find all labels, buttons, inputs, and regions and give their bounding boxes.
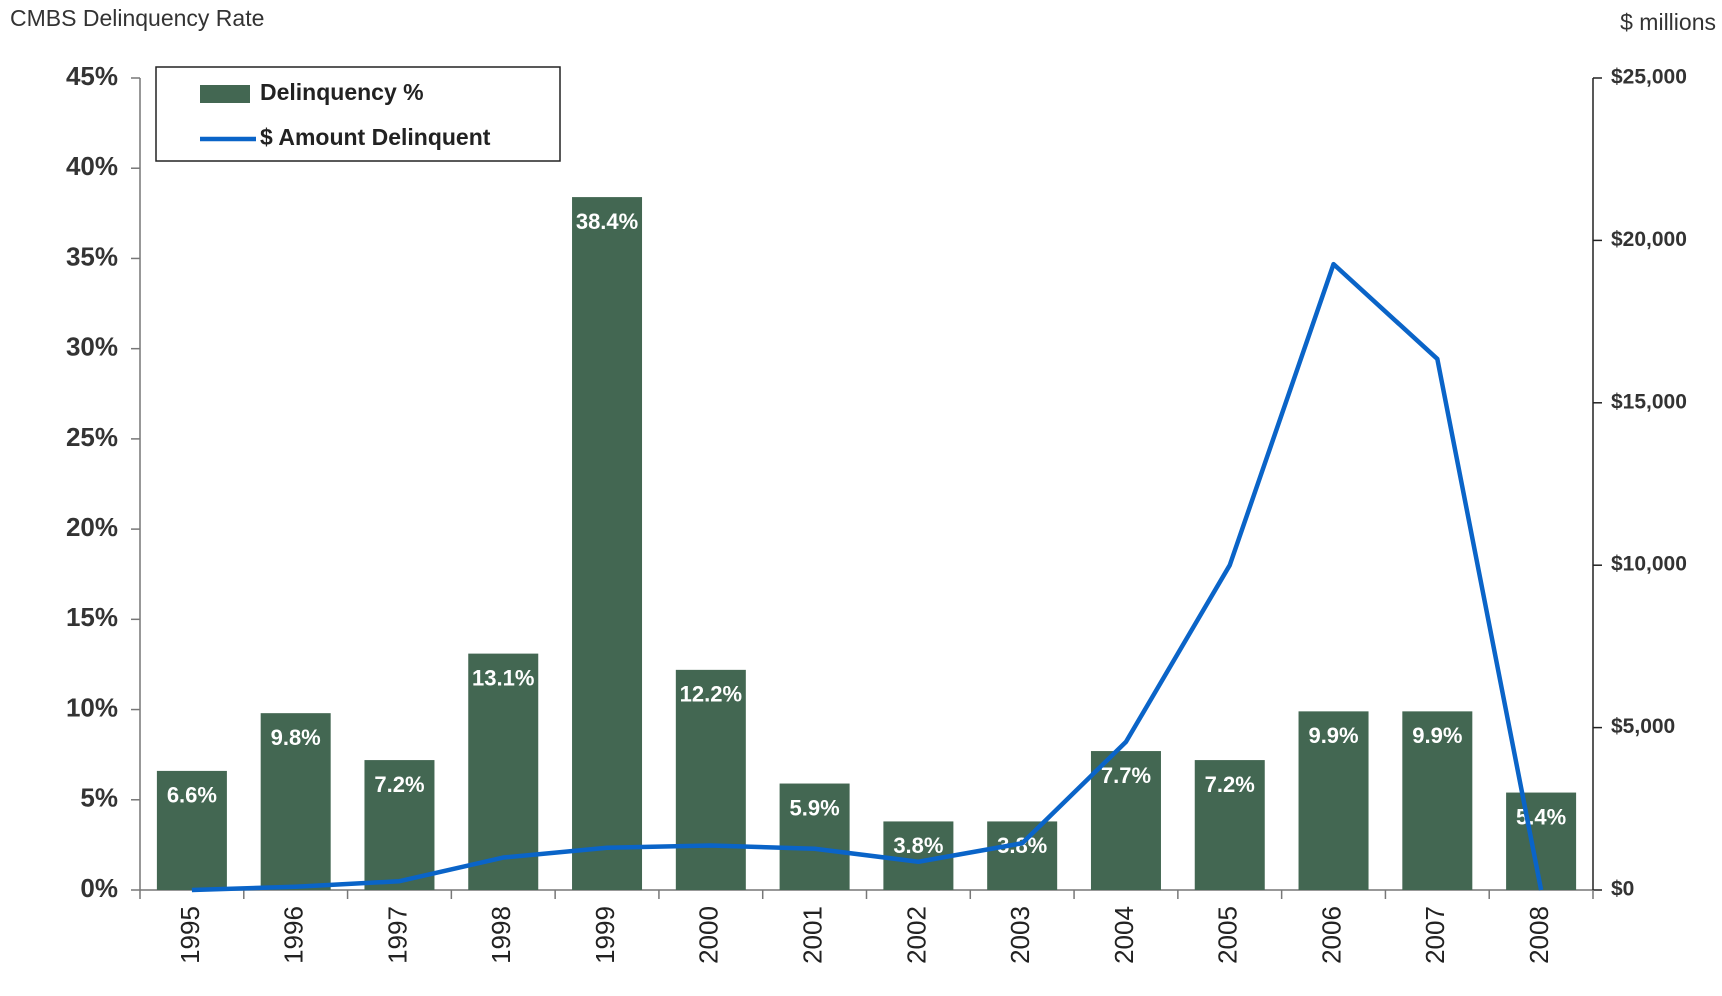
y-tick-label: 30% (66, 332, 118, 362)
legend-box (155, 66, 561, 162)
y-tick-label: 5% (80, 783, 118, 813)
legend: Delinquency % $ Amount Delinquent (155, 66, 561, 162)
bar (260, 713, 331, 890)
x-tick-label: 2000 (694, 906, 724, 964)
x-tick-label: 2007 (1420, 906, 1450, 964)
legend-label: Delinquency % (260, 79, 424, 105)
bar (572, 197, 643, 891)
y2-tick-label: $20,000 (1611, 228, 1687, 251)
value-label: 7.7% (1101, 763, 1151, 788)
value-label: 3.8% (893, 833, 943, 858)
value-label: 12.2% (680, 682, 742, 707)
x-tick-label: 2001 (797, 906, 827, 964)
x-tick-label: 1999 (590, 906, 620, 964)
value-label: 7.2% (374, 772, 424, 797)
y2-tick-label: $10,000 (1611, 553, 1687, 576)
bar (1194, 760, 1265, 890)
x-tick-label: 2003 (1005, 906, 1035, 964)
bar (779, 783, 850, 890)
y-tick-label: 15% (66, 602, 118, 632)
x-tick-label: 2005 (1213, 906, 1243, 964)
bar (1506, 792, 1577, 890)
bar (468, 653, 539, 890)
value-label: 7.2% (1205, 772, 1255, 797)
value-label: 5.9% (790, 795, 840, 820)
y2-tick-label: $25,000 (1611, 66, 1687, 89)
bar (987, 821, 1058, 890)
y-tick-label: 40% (66, 151, 118, 181)
y2-tick-label: $15,000 (1611, 390, 1687, 413)
chart-title: CMBS Delinquency Rate (10, 5, 264, 31)
bar (1298, 711, 1369, 890)
value-label: 9.8% (271, 725, 321, 750)
bar (675, 669, 746, 890)
bar (1402, 711, 1473, 890)
x-tick-label: 2008 (1524, 906, 1554, 964)
x-tick-label: 1995 (175, 906, 205, 964)
bar (156, 770, 227, 890)
y2-tick-label: $5,000 (1611, 715, 1675, 738)
y2-tick-label: $0 (1611, 878, 1634, 901)
bar (364, 760, 435, 890)
value-label: 38.4% (576, 209, 638, 234)
line (191, 261, 1544, 893)
value-label: 9.9% (1308, 723, 1358, 748)
y-tick-label: 20% (66, 512, 118, 542)
y-tick-label: 45% (66, 61, 118, 91)
value-label: 6.6% (167, 783, 217, 808)
bar (1090, 751, 1161, 890)
y2-axis-title: $ millions (1620, 9, 1716, 35)
value-label: 9.9% (1412, 723, 1462, 748)
x-tick-label: 1996 (279, 906, 309, 964)
y-tick-label: 10% (66, 692, 118, 722)
y-tick-label: 25% (66, 422, 118, 452)
x-tick-label: 2002 (901, 906, 931, 964)
x-tick-label: 1998 (486, 906, 516, 964)
legend-swatch (200, 85, 250, 103)
x-tick-label: 2006 (1316, 906, 1346, 964)
y-tick-label: 35% (66, 241, 118, 271)
y-tick-label: 0% (80, 873, 118, 903)
x-tick-label: 2004 (1109, 906, 1139, 964)
legend-label: $ Amount Delinquent (260, 124, 491, 150)
value-label: 13.1% (472, 665, 534, 690)
x-tick-label: 1997 (382, 906, 412, 964)
